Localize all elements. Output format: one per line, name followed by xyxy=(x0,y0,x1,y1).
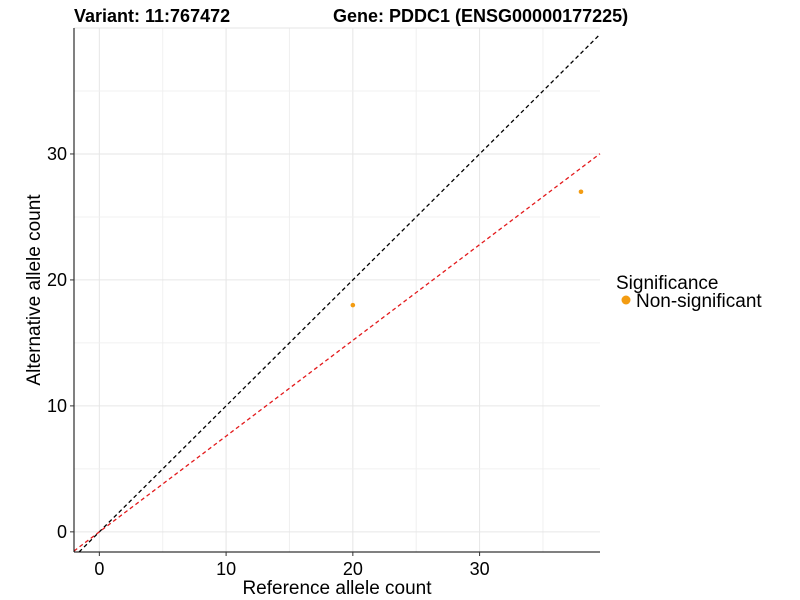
grid-lines xyxy=(74,27,600,552)
axes xyxy=(70,28,600,556)
x-tick-label: 30 xyxy=(470,559,490,579)
y-tick-label: 30 xyxy=(47,144,67,164)
variant-title: Variant: 11:767472 xyxy=(74,6,230,26)
reference-lines xyxy=(73,33,601,553)
legend-label-non-significant: Non-significant xyxy=(636,291,762,312)
legend-title: Significance xyxy=(616,273,718,294)
y-tick-label: 0 xyxy=(57,522,67,542)
legend-marker-non-significant xyxy=(621,295,631,305)
x-tick-label: 10 xyxy=(216,559,236,579)
x-axis-title: Reference allele count xyxy=(242,578,432,599)
expected-ratio-line xyxy=(73,153,601,552)
identity-line xyxy=(78,33,601,553)
legend: Significance Non-significant xyxy=(616,273,762,312)
data-points xyxy=(350,189,584,308)
x-tick-label: 20 xyxy=(343,559,363,579)
data-point xyxy=(578,189,584,195)
gene-title: Gene: PDDC1 (ENSG00000177225) xyxy=(333,6,628,26)
y-tick-label: 20 xyxy=(47,270,67,290)
data-point xyxy=(350,302,356,308)
y-tick-label: 10 xyxy=(47,396,67,416)
x-tick-label: 0 xyxy=(94,559,104,579)
y-axis-title: Alternative allele count xyxy=(24,194,45,386)
tick-labels: 0 10 20 30 0 10 20 30 xyxy=(47,144,490,579)
